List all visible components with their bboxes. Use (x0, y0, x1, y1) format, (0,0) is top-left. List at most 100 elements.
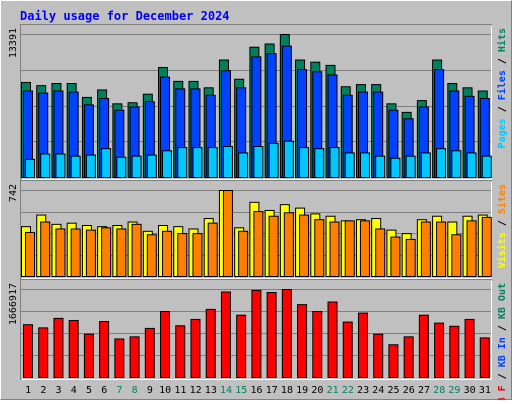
x-axis-label-day-29: 29 (448, 385, 460, 396)
bar-pages-day-7 (116, 156, 127, 178)
bar-sites-day-27 (420, 221, 431, 277)
bar-pages-day-17 (268, 142, 279, 178)
bar-kb-f-day-15 (236, 314, 247, 378)
bar-pages-day-14 (222, 146, 233, 178)
legend-entry: Visits (496, 232, 508, 268)
bar-pages-day-11 (177, 147, 188, 178)
bar-kb-f-day-11 (175, 325, 186, 378)
legend-entry: Files (496, 70, 508, 100)
legend-hits-files-pages: Pages / Files / Hits (496, 28, 508, 148)
bar-sites-day-16 (253, 211, 264, 278)
bar-pages-day-15 (238, 152, 249, 178)
bar-pages-day-22 (344, 152, 355, 178)
x-axis-label-day-30: 30 (464, 385, 476, 396)
bar-sites-day-4 (70, 228, 81, 277)
bar-pages-day-13 (207, 147, 218, 178)
legend-entry: / (497, 367, 508, 385)
bar-kb-f-day-27 (418, 314, 429, 378)
bar-pages-day-4 (70, 155, 81, 178)
x-axis-label-day-10: 10 (159, 385, 171, 396)
bar-kb-f-day-18 (281, 289, 292, 378)
x-axis-label-day-28: 28 (433, 385, 445, 396)
bar-pages-day-18 (283, 140, 294, 178)
x-axis-label-day-24: 24 (372, 385, 384, 396)
legend-entry: KB F (497, 385, 508, 400)
bar-sites-day-2 (40, 221, 51, 277)
x-axis-label-day-5: 5 (86, 385, 92, 396)
bar-kb-f-day-9 (144, 327, 155, 379)
bar-pages-day-23 (359, 152, 370, 178)
bar-kb-f-day-4 (68, 319, 79, 378)
bar-sites-day-13 (207, 222, 218, 277)
y-axis-max-label: 742 (8, 184, 19, 202)
bar-sites-day-31 (481, 216, 492, 277)
bar-pages-day-10 (162, 150, 173, 178)
y-axis-max-label: 13391 (8, 28, 19, 58)
bar-sites-day-18 (283, 212, 294, 278)
bar-pages-day-30 (466, 152, 477, 178)
bar-kb-f-day-28 (434, 322, 445, 379)
bar-kb-f-day-26 (403, 336, 414, 378)
bar-kb-f-day-21 (327, 301, 338, 378)
x-axis-label-day-23: 23 (357, 385, 369, 396)
x-axis-label-day-15: 15 (235, 385, 247, 396)
bar-sites-day-8 (131, 223, 142, 277)
bar-pages-day-9 (146, 154, 157, 179)
bar-pages-day-27 (420, 152, 431, 178)
bar-kb-f-day-2 (38, 327, 49, 379)
bar-sites-day-5 (85, 229, 96, 277)
panel-hits-files-pages: 13391 Pages / Files / Hits (8, 24, 508, 180)
x-axis-label-day-31: 31 (479, 385, 491, 396)
bar-sites-day-15 (238, 230, 249, 277)
x-axis-label-day-25: 25 (388, 385, 400, 396)
x-axis-label-day-13: 13 (205, 385, 217, 396)
x-axis-label-day-6: 6 (101, 385, 107, 396)
legend-visits-sites: Visits / Sites (496, 184, 508, 268)
bar-kb-f-day-31 (479, 337, 490, 378)
legend-entry: Sites (496, 184, 508, 214)
bar-pages-day-26 (405, 155, 416, 178)
bar-sites-day-23 (359, 220, 370, 277)
panel-kb-transfer: 1666917 KB F / KB In / KB Out (8, 279, 508, 404)
legend-entry: / (497, 52, 508, 70)
x-axis-label-day-1: 1 (25, 385, 31, 396)
x-axis-label-day-12: 12 (190, 385, 202, 396)
bar-sites-day-12 (192, 233, 203, 278)
bar-sites-day-9 (146, 234, 157, 277)
bar-pages-day-5 (85, 154, 96, 179)
x-axis-label-day-16: 16 (250, 385, 262, 396)
bar-sites-day-22 (344, 220, 355, 277)
x-axis-label-day-8: 8 (132, 385, 138, 396)
bar-sites-day-14 (222, 190, 233, 277)
x-axis-label-day-9: 9 (147, 385, 153, 396)
x-axis-label-day-18: 18 (281, 385, 293, 396)
bar-sites-day-30 (466, 220, 477, 277)
legend-entry: / (497, 100, 508, 118)
bar-sites-day-20 (314, 219, 325, 278)
bar-kb-f-day-16 (251, 289, 262, 379)
bar-sites-day-28 (436, 221, 447, 277)
bar-pages-day-8 (131, 155, 142, 178)
chart-title: Daily usage for December 2024 (20, 9, 230, 23)
bar-kb-f-day-10 (160, 311, 171, 379)
bar-sites-day-26 (405, 238, 416, 278)
bar-kb-f-day-14 (220, 291, 231, 378)
bar-sites-day-19 (299, 214, 310, 277)
bar-pages-day-21 (329, 147, 340, 178)
bar-kb-f-day-17 (266, 292, 277, 378)
bar-kb-f-day-1 (23, 324, 33, 378)
bar-pages-day-16 (253, 146, 264, 178)
legend-entry: / (497, 319, 508, 337)
legend-kb-transfer: KB F / KB In / KB Out (497, 283, 508, 400)
bar-kb-f-day-7 (114, 338, 125, 379)
bar-pages-day-19 (299, 147, 310, 178)
x-axis-label-day-27: 27 (418, 385, 430, 396)
bar-sites-day-21 (329, 221, 340, 277)
x-axis-label-day-14: 14 (220, 385, 232, 396)
x-axis-label-day-19: 19 (296, 385, 308, 396)
x-axis-label-day-26: 26 (403, 385, 415, 396)
bar-sites-day-10 (162, 230, 173, 277)
x-axis-label-day-21: 21 (327, 385, 339, 396)
bar-kb-f-day-5 (83, 333, 94, 379)
